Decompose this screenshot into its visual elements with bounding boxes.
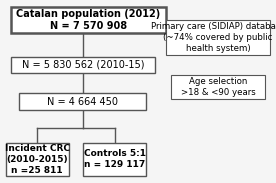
- FancyBboxPatch shape: [83, 143, 146, 176]
- Text: Age selection
>18 & <90 years: Age selection >18 & <90 years: [181, 77, 255, 97]
- Text: Controls 5:1
n = 129 117: Controls 5:1 n = 129 117: [84, 149, 145, 169]
- Text: N = 4 664 450: N = 4 664 450: [47, 97, 118, 107]
- FancyBboxPatch shape: [11, 7, 166, 33]
- FancyBboxPatch shape: [6, 143, 69, 176]
- Text: Catalan population (2012)
N = 7 570 908: Catalan population (2012) N = 7 570 908: [16, 9, 160, 31]
- Text: Incident CRC
(2010-2015)
n =25 811: Incident CRC (2010-2015) n =25 811: [5, 144, 70, 175]
- Text: N = 5 830 562 (2010-15): N = 5 830 562 (2010-15): [22, 60, 144, 70]
- FancyBboxPatch shape: [19, 93, 146, 110]
- FancyBboxPatch shape: [11, 57, 155, 73]
- Text: Primary care (SIDIAP) database
(~74% covered by public
health system): Primary care (SIDIAP) database (~74% cov…: [151, 22, 276, 53]
- FancyBboxPatch shape: [171, 75, 265, 99]
- FancyBboxPatch shape: [166, 20, 270, 55]
